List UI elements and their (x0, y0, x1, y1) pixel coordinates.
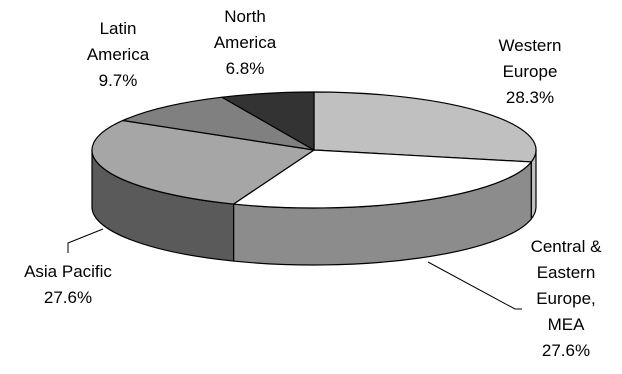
label-north-america: North America 6.8% (214, 7, 277, 78)
pie-sides (91, 149, 537, 266)
label-north-america-line1: North (224, 7, 266, 26)
label-western-europe-line1: Western (499, 36, 562, 55)
pie-slice-central-eastern-europe-mea (232, 149, 532, 209)
label-north-america-value: 6.8% (226, 59, 265, 78)
label-central-line3: Europe, (536, 289, 596, 308)
pie-slice-asia-pacific (91, 119, 315, 205)
leader-line-asia-pacific (67, 228, 104, 253)
pie-slice-north-america (221, 91, 315, 151)
label-central-line1: Central & (531, 237, 603, 256)
label-asia-pacific: Asia Pacific 27.6% (24, 262, 112, 307)
label-latin-america-value: 9.7% (99, 71, 138, 90)
label-latin-america: Latin America 9.7% (87, 19, 150, 90)
label-asia-pacific-line1: Asia Pacific (24, 262, 112, 281)
label-north-america-line2: America (214, 33, 277, 52)
pie-top-faces (91, 91, 537, 209)
label-asia-pacific-value: 27.6% (44, 288, 92, 307)
leader-line-central-eastern-europe (427, 261, 522, 310)
label-central-line4: MEA (548, 315, 586, 334)
label-western-europe-line2: Europe (503, 62, 558, 81)
label-western-europe: Western Europe 28.3% (499, 36, 562, 107)
label-western-europe-value: 28.3% (506, 88, 554, 107)
label-latin-america-line1: Latin (100, 19, 137, 38)
label-latin-america-line2: America (87, 45, 150, 64)
label-central-line2: Eastern (537, 263, 596, 282)
pie-slice-western-europe (313, 91, 537, 163)
label-central-eastern-europe: Central & Eastern Europe, MEA 27.6% (531, 237, 603, 360)
label-central-value: 27.6% (542, 341, 590, 360)
pie-slice-latin-america (122, 96, 315, 151)
